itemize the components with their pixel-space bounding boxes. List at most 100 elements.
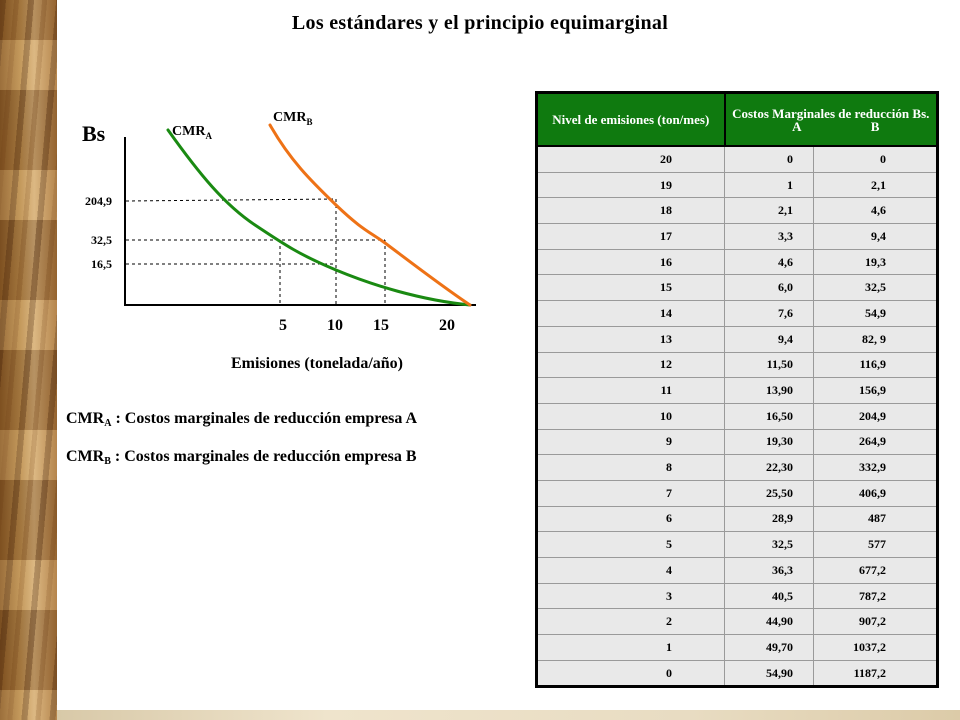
cell-cost-a: 25,50 bbox=[724, 479, 814, 507]
table-row: 14 7,6 54,9 bbox=[536, 300, 938, 327]
x-tick-labels: 5 10 15 20 bbox=[279, 317, 455, 334]
series-a-curve bbox=[166, 128, 472, 307]
table-row: 0 54,90 1187,2 bbox=[536, 659, 938, 688]
cell-emission-level: 17 bbox=[536, 223, 725, 250]
cell-cost-a: 40,5 bbox=[724, 582, 814, 610]
cell-cost-b: 2,1 bbox=[813, 171, 938, 199]
definition-term: CMR bbox=[66, 410, 105, 427]
cell-cost-b: 54,9 bbox=[813, 300, 938, 327]
ref-line-204-9 bbox=[125, 198, 337, 202]
table-row: 13 9,4 82, 9 bbox=[536, 325, 938, 353]
cell-emission-level: 15 bbox=[536, 274, 725, 302]
cell-emission-level: 12 bbox=[536, 351, 725, 379]
table-body: 20 0 0 19 1 2,1 18 2,1 4,6 17 3,3 9,4 16 4,6 19,3 15 6,0… bbox=[536, 145, 938, 688]
cell-cost-b: 907,2 bbox=[813, 608, 938, 636]
cell-emission-level: 18 bbox=[536, 197, 725, 225]
cost-curves-chart: Bs CMRA CMRB 204,9 32,5 16,5 5 10 15 20 Emisi… bbox=[82, 110, 476, 372]
table-row: 9 19,30 264,9 bbox=[536, 428, 938, 456]
cell-emission-level: 14 bbox=[536, 300, 725, 327]
cell-cost-b: 156,9 bbox=[813, 377, 938, 404]
definition-cmr-a: CMRA : Costos marginales de reducción em… bbox=[66, 410, 417, 429]
cell-cost-a: 9,4 bbox=[724, 325, 814, 353]
cell-cost-a: 44,90 bbox=[724, 608, 814, 636]
table-row: 3 40,5 787,2 bbox=[536, 582, 938, 610]
cell-emission-level: 5 bbox=[536, 531, 725, 558]
series-b-curve bbox=[268, 123, 472, 307]
table-row: 16 4,6 19,3 bbox=[536, 248, 938, 276]
table-row: 2 44,90 907,2 bbox=[536, 608, 938, 636]
decorative-left-border bbox=[0, 0, 57, 720]
cell-cost-b: 32,5 bbox=[813, 274, 938, 302]
cell-cost-a: 2,1 bbox=[724, 197, 814, 225]
y-tick-label: 32,5 bbox=[91, 233, 112, 247]
cell-emission-level: 3 bbox=[536, 582, 725, 610]
header-costs-subcols: A B bbox=[728, 120, 935, 133]
cell-emission-level: 6 bbox=[536, 505, 725, 533]
x-tick-label: 15 bbox=[373, 317, 389, 334]
table-row: 10 16,50 204,9 bbox=[536, 402, 938, 430]
table-row: 15 6,0 32,5 bbox=[536, 274, 938, 302]
x-tick-label: 10 bbox=[327, 317, 343, 334]
cell-emission-level: 7 bbox=[536, 479, 725, 507]
cell-cost-a: 16,50 bbox=[724, 402, 814, 430]
table-row: 20 0 0 bbox=[536, 145, 938, 173]
table-header-row: Nivel de emisiones (ton/mes) Costos Marg… bbox=[535, 91, 939, 147]
cell-cost-a: 3,3 bbox=[724, 223, 814, 250]
header-costs: Costos Marginales de reducción Bs. A B bbox=[723, 91, 939, 147]
cell-emission-level: 4 bbox=[536, 557, 725, 584]
cell-emission-level: 11 bbox=[536, 377, 725, 404]
x-tick-label: 5 bbox=[279, 317, 287, 334]
x-axis-label: Emisiones (tonelada/año) bbox=[231, 355, 403, 372]
cell-cost-b: 264,9 bbox=[813, 428, 938, 456]
cell-emission-level: 0 bbox=[536, 659, 725, 688]
cell-emission-level: 20 bbox=[536, 145, 725, 173]
cell-cost-b: 19,3 bbox=[813, 248, 938, 276]
cell-cost-a: 11,50 bbox=[724, 351, 814, 379]
x-tick-label: 20 bbox=[439, 317, 455, 334]
cell-cost-a: 4,6 bbox=[724, 248, 814, 276]
cell-cost-b: 406,9 bbox=[813, 479, 938, 507]
table-row: 12 11,50 116,9 bbox=[536, 351, 938, 379]
cell-cost-b: 204,9 bbox=[813, 402, 938, 430]
cell-emission-level: 9 bbox=[536, 428, 725, 456]
cell-cost-b: 0 bbox=[813, 145, 938, 173]
marginal-costs-table: Nivel de emisiones (ton/mes) Costos Marg… bbox=[535, 91, 939, 689]
cell-cost-b: 1187,2 bbox=[813, 659, 938, 688]
cell-cost-a: 1 bbox=[724, 171, 814, 199]
cell-emission-level: 16 bbox=[536, 248, 725, 276]
cell-cost-a: 28,9 bbox=[724, 505, 814, 533]
page-title: Los estándares y el principio equimargin… bbox=[291, 12, 669, 34]
table-row: 11 13,90 156,9 bbox=[536, 377, 938, 404]
cell-cost-b: 9,4 bbox=[813, 223, 938, 250]
y-tick-labels: 204,9 32,5 16,5 bbox=[85, 194, 112, 271]
definition-cmr-b: CMRB : Costos marginales de reducción em… bbox=[66, 448, 417, 467]
cell-cost-a: 7,6 bbox=[724, 300, 814, 327]
y-tick-label: 16,5 bbox=[91, 257, 112, 271]
table-row: 7 25,50 406,9 bbox=[536, 479, 938, 507]
table-row: 17 3,3 9,4 bbox=[536, 223, 938, 250]
definition-sub: A bbox=[104, 418, 112, 429]
header-costs-title: Costos Marginales de reducción Bs. bbox=[732, 105, 930, 121]
cell-cost-b: 577 bbox=[813, 531, 938, 558]
table-row: 8 22,30 332,9 bbox=[536, 454, 938, 481]
cell-cost-a: 13,90 bbox=[724, 377, 814, 404]
cell-cost-b: 82, 9 bbox=[813, 325, 938, 353]
series-b-label: CMRB bbox=[273, 110, 312, 127]
cell-cost-a: 19,30 bbox=[724, 428, 814, 456]
cell-cost-b: 116,9 bbox=[813, 351, 938, 379]
cell-emission-level: 10 bbox=[536, 402, 725, 430]
cell-emission-level: 19 bbox=[536, 171, 725, 199]
definition-text: : Costos marginales de reducción empresa… bbox=[110, 448, 417, 465]
cell-cost-b: 1037,2 bbox=[813, 634, 938, 661]
cell-cost-a: 49,70 bbox=[724, 634, 814, 661]
definition-term: CMR bbox=[66, 448, 105, 465]
table-row: 4 36,3 677,2 bbox=[536, 557, 938, 584]
cell-cost-b: 787,2 bbox=[813, 582, 938, 610]
definition-text: : Costos marginales de reducción empresa… bbox=[111, 410, 418, 427]
header-b: B bbox=[870, 118, 880, 134]
cell-cost-b: 487 bbox=[813, 505, 938, 533]
cell-emission-level: 2 bbox=[536, 608, 725, 636]
decorative-bottom-strip bbox=[57, 710, 960, 720]
table-row: 6 28,9 487 bbox=[536, 505, 938, 533]
definition-sub: B bbox=[104, 456, 111, 467]
